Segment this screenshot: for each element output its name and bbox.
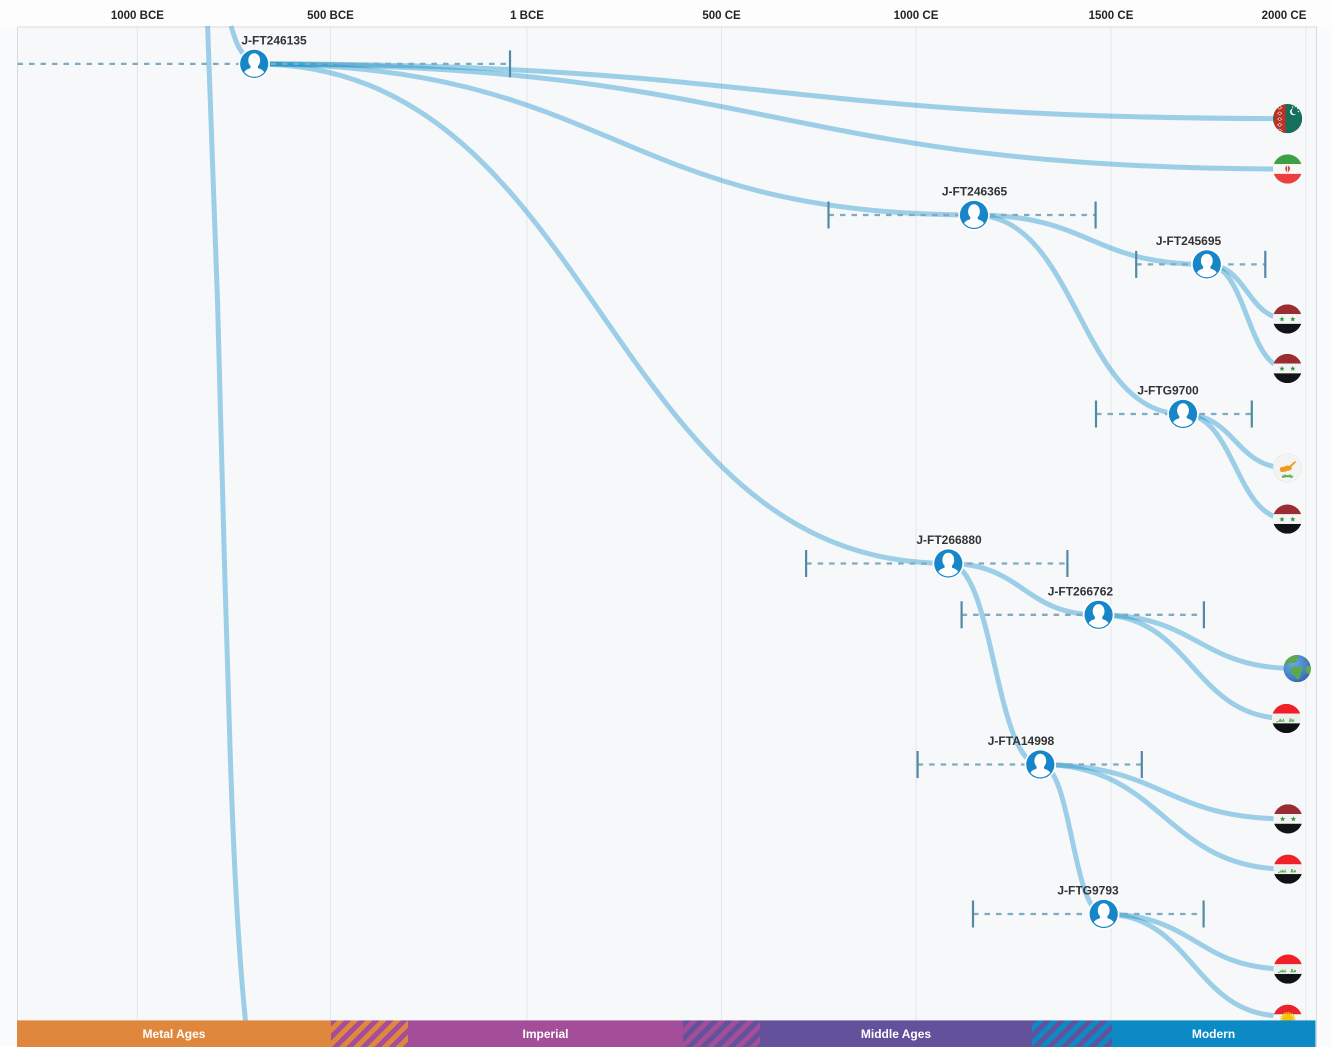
svg-text:Metal Ages: Metal Ages [143, 1027, 206, 1041]
svg-text:Modern: Modern [1192, 1027, 1235, 1041]
svg-text:J-FT245695: J-FT245695 [1156, 234, 1222, 248]
svg-text:Middle Ages: Middle Ages [861, 1027, 932, 1041]
svg-text:J-FTG9793: J-FTG9793 [1057, 884, 1119, 898]
svg-text:J-FT246365: J-FT246365 [942, 185, 1008, 199]
svg-text:500 CE: 500 CE [702, 10, 741, 22]
svg-text:J-FT246135: J-FT246135 [241, 34, 307, 48]
svg-text:1000 BCE: 1000 BCE [111, 10, 164, 22]
svg-text:500 BCE: 500 BCE [307, 10, 354, 22]
svg-text:1000 CE: 1000 CE [894, 10, 939, 22]
svg-text:J-FTG9700: J-FTG9700 [1137, 384, 1199, 398]
svg-text:J-FT266762: J-FT266762 [1048, 585, 1114, 599]
svg-text:1500 CE: 1500 CE [1089, 10, 1134, 22]
svg-text:J-FT266880: J-FT266880 [916, 533, 982, 547]
svg-text:1 BCE: 1 BCE [510, 10, 544, 22]
svg-text:Imperial: Imperial [522, 1027, 568, 1041]
svg-text:2000 CE: 2000 CE [1262, 10, 1307, 22]
svg-text:J-FTA14998: J-FTA14998 [988, 734, 1055, 748]
